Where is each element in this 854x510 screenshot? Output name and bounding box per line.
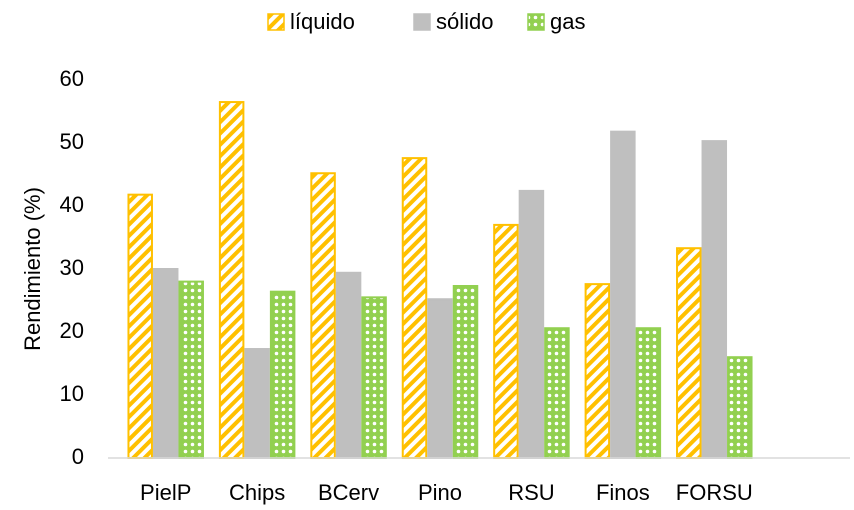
bar bbox=[676, 247, 702, 459]
x-tick-label: BCerv bbox=[318, 480, 379, 505]
bar bbox=[635, 327, 662, 459]
bar bbox=[701, 140, 728, 460]
bar bbox=[610, 130, 636, 459]
bar bbox=[452, 285, 479, 460]
legend-label: sólido bbox=[436, 9, 493, 34]
bar bbox=[335, 271, 362, 459]
bar bbox=[152, 268, 179, 459]
x-tick-label: Chips bbox=[229, 480, 285, 505]
bar bbox=[218, 101, 245, 460]
y-tick-label: 20 bbox=[60, 318, 84, 343]
bar bbox=[127, 193, 153, 459]
y-tick-label: 30 bbox=[60, 255, 84, 280]
x-tick-label: PielP bbox=[140, 480, 191, 505]
legend-label: gas bbox=[550, 9, 585, 34]
bar bbox=[178, 280, 204, 459]
bar bbox=[361, 296, 387, 459]
legend-swatch bbox=[413, 13, 431, 31]
bar bbox=[269, 290, 296, 459]
bar bbox=[544, 327, 570, 459]
y-tick-label: 40 bbox=[60, 192, 84, 217]
legend-swatch bbox=[527, 13, 545, 31]
bar bbox=[244, 348, 270, 460]
x-tick-label: FORSU bbox=[676, 480, 753, 505]
legend-label: líquido bbox=[290, 9, 355, 34]
y-tick-label: 0 bbox=[72, 444, 84, 469]
y-axis-title: Rendimiento (%) bbox=[20, 187, 45, 351]
x-tick-label: RSU bbox=[508, 480, 554, 505]
legend-swatch bbox=[267, 13, 285, 31]
x-tick-label: Finos bbox=[596, 480, 650, 505]
bar bbox=[584, 283, 611, 459]
bar bbox=[401, 157, 428, 459]
bar bbox=[518, 189, 545, 459]
y-tick-label: 60 bbox=[60, 66, 84, 91]
bar bbox=[493, 223, 519, 459]
y-tick-label: 10 bbox=[60, 381, 84, 406]
x-tick-label: Pino bbox=[418, 480, 462, 505]
bar bbox=[727, 356, 753, 460]
y-tick-label: 50 bbox=[60, 129, 84, 154]
bar bbox=[427, 298, 453, 459]
bar bbox=[310, 172, 336, 460]
